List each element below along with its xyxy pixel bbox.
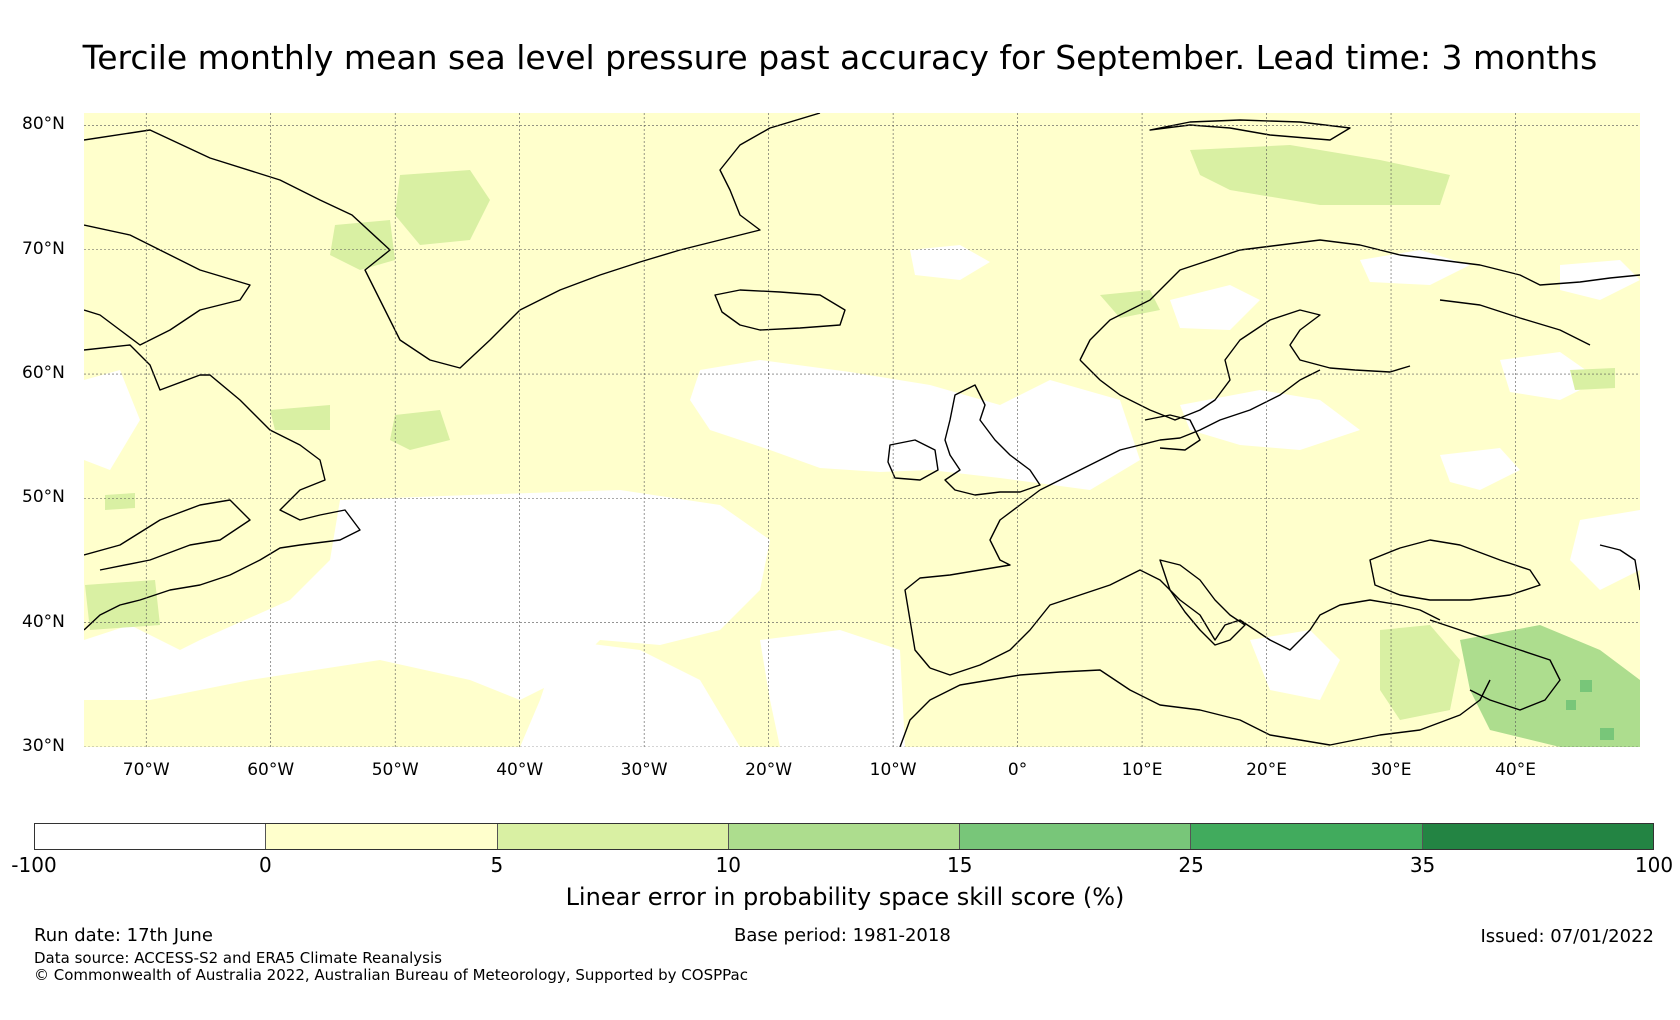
longitude-label: 40°W xyxy=(496,760,544,780)
longitude-label: 40°E xyxy=(1495,760,1536,780)
colorbar-segment xyxy=(266,824,498,849)
colorbar-tick-label: 0 xyxy=(259,853,272,877)
longitude-label: 20°E xyxy=(1246,760,1287,780)
colorbar-tick-label: 10 xyxy=(715,853,741,877)
colorbar-tick-label: 15 xyxy=(946,853,973,877)
latitude-label: 70°N xyxy=(22,238,65,259)
colorbar-segment xyxy=(35,824,267,849)
colorbar-label: Linear error in probability space skill … xyxy=(565,883,1125,911)
skill-10-15-regions xyxy=(1460,625,1640,747)
colorbar-segment xyxy=(497,824,729,849)
longitude-label: 50°W xyxy=(371,760,419,780)
copyright: © Commonwealth of Australia 2022, Austra… xyxy=(34,966,748,984)
longitude-label: 10°E xyxy=(1121,760,1163,780)
latitude-label: 40°N xyxy=(22,611,65,632)
longitude-label: 70°W xyxy=(122,760,170,780)
data-source: Data source: ACCESS-S2 and ERA5 Climate … xyxy=(34,949,442,967)
longitude-label: 30°E xyxy=(1370,760,1412,780)
longitude-label: 60°W xyxy=(247,760,295,780)
longitude-label: 10°W xyxy=(869,760,917,780)
colorbar-tick-label: -100 xyxy=(11,853,57,877)
chart-title: Tercile monthly mean sea level pressure … xyxy=(82,38,1598,77)
colorbar-segment xyxy=(1191,824,1423,849)
latitude-label: 50°N xyxy=(22,487,65,508)
negative-skill-regions xyxy=(84,245,1640,747)
base-period: Base period: 1981-2018 xyxy=(734,925,951,946)
longitude-label: 20°W xyxy=(745,760,793,780)
colorbar-segment xyxy=(728,824,961,849)
skill-5-10-regions xyxy=(85,145,1615,720)
latitude-label: 30°N xyxy=(22,736,65,756)
issued-date: Issued: 07/01/2022 xyxy=(1480,926,1654,947)
map-gridlines xyxy=(84,113,1640,747)
colorbar-tick-label: 100 xyxy=(1634,853,1674,877)
longitude-label: 0° xyxy=(1007,760,1028,780)
coastlines xyxy=(84,113,1640,747)
colorbar-tick-label: 5 xyxy=(490,853,504,877)
colorbar xyxy=(34,823,1654,850)
colorbar-segment xyxy=(960,824,1192,849)
latitude-label: 80°N xyxy=(22,114,65,135)
latitude-label: 60°N xyxy=(22,363,65,384)
colorbar-segment xyxy=(1422,824,1653,849)
colorbar-tick-label: 35 xyxy=(1409,853,1436,877)
longitude-label: 30°W xyxy=(620,760,668,780)
colorbar-tick-label: 25 xyxy=(1178,853,1204,877)
skill-15-25-regions xyxy=(1566,680,1614,740)
run-date: Run date: 17th June xyxy=(34,925,213,946)
